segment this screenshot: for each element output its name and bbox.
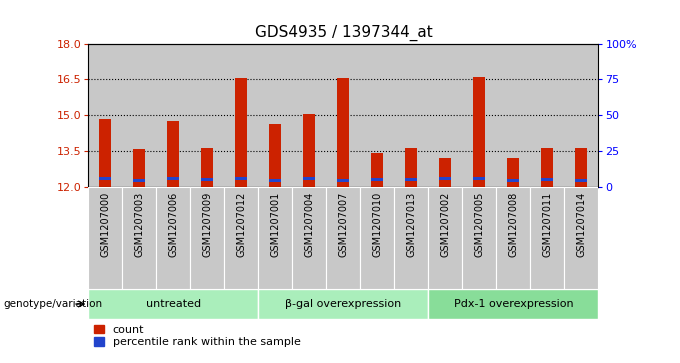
- Bar: [496, 187, 530, 289]
- Bar: [292, 187, 326, 289]
- Bar: [371, 178, 384, 182]
- Text: GSM1207009: GSM1207009: [203, 192, 212, 257]
- Bar: [156, 187, 190, 289]
- Bar: [496, 44, 530, 187]
- Text: GSM1207003: GSM1207003: [135, 192, 144, 257]
- Bar: [530, 187, 564, 289]
- Bar: [564, 44, 598, 187]
- Bar: [507, 158, 520, 187]
- Text: GSM1207006: GSM1207006: [169, 192, 178, 257]
- Bar: [99, 177, 112, 180]
- Bar: [88, 187, 122, 289]
- Text: GSM1207005: GSM1207005: [475, 192, 484, 257]
- Bar: [405, 147, 418, 187]
- Text: GSM1207007: GSM1207007: [339, 192, 348, 257]
- Bar: [462, 44, 496, 187]
- Bar: [292, 44, 326, 187]
- Bar: [326, 187, 360, 289]
- Bar: [439, 177, 452, 180]
- Text: GSM1207014: GSM1207014: [577, 192, 586, 257]
- Text: GSM1207010: GSM1207010: [373, 192, 382, 257]
- Bar: [167, 177, 180, 180]
- Bar: [201, 178, 214, 182]
- Bar: [337, 78, 350, 187]
- Text: GSM1207002: GSM1207002: [441, 192, 450, 257]
- Bar: [473, 177, 486, 180]
- Bar: [269, 179, 282, 182]
- Bar: [530, 44, 564, 187]
- Bar: [507, 179, 520, 182]
- Text: GSM1207000: GSM1207000: [101, 192, 110, 257]
- Text: Pdx-1 overexpression: Pdx-1 overexpression: [454, 299, 573, 309]
- Bar: [564, 187, 598, 289]
- Bar: [88, 44, 122, 187]
- Bar: [428, 289, 598, 319]
- Text: β-gal overexpression: β-gal overexpression: [286, 299, 401, 309]
- Text: GSM1207004: GSM1207004: [305, 192, 314, 257]
- Bar: [360, 187, 394, 289]
- Text: genotype/variation: genotype/variation: [3, 299, 103, 309]
- Text: untreated: untreated: [146, 299, 201, 309]
- Text: GSM1207008: GSM1207008: [509, 192, 518, 257]
- Bar: [575, 147, 588, 187]
- Bar: [405, 178, 418, 182]
- Bar: [258, 187, 292, 289]
- Bar: [541, 178, 554, 182]
- Bar: [258, 44, 292, 187]
- Bar: [462, 187, 496, 289]
- Bar: [122, 44, 156, 187]
- Bar: [541, 147, 554, 187]
- Title: GDS4935 / 1397344_at: GDS4935 / 1397344_at: [254, 25, 432, 41]
- Bar: [133, 179, 146, 182]
- Bar: [235, 177, 248, 180]
- Bar: [269, 124, 282, 187]
- Bar: [167, 121, 180, 187]
- Bar: [201, 147, 214, 187]
- Text: GSM1207011: GSM1207011: [543, 192, 552, 257]
- Bar: [258, 289, 428, 319]
- Bar: [428, 44, 462, 187]
- Bar: [303, 177, 316, 180]
- Bar: [224, 44, 258, 187]
- Bar: [326, 44, 360, 187]
- Bar: [303, 114, 316, 187]
- Bar: [224, 187, 258, 289]
- Text: GSM1207013: GSM1207013: [407, 192, 416, 257]
- Bar: [156, 44, 190, 187]
- Bar: [575, 179, 588, 182]
- Bar: [122, 187, 156, 289]
- Bar: [88, 289, 258, 319]
- Bar: [360, 44, 394, 187]
- Bar: [190, 44, 224, 187]
- Bar: [133, 149, 146, 187]
- Bar: [337, 179, 350, 182]
- Bar: [235, 78, 248, 187]
- Bar: [473, 77, 486, 187]
- Text: GSM1207012: GSM1207012: [237, 192, 246, 257]
- Bar: [428, 187, 462, 289]
- Text: GSM1207001: GSM1207001: [271, 192, 280, 257]
- Bar: [371, 154, 384, 187]
- Legend: count, percentile rank within the sample: count, percentile rank within the sample: [94, 325, 301, 347]
- Bar: [394, 44, 428, 187]
- Bar: [99, 119, 112, 187]
- Bar: [439, 158, 452, 187]
- Bar: [190, 187, 224, 289]
- Bar: [394, 187, 428, 289]
